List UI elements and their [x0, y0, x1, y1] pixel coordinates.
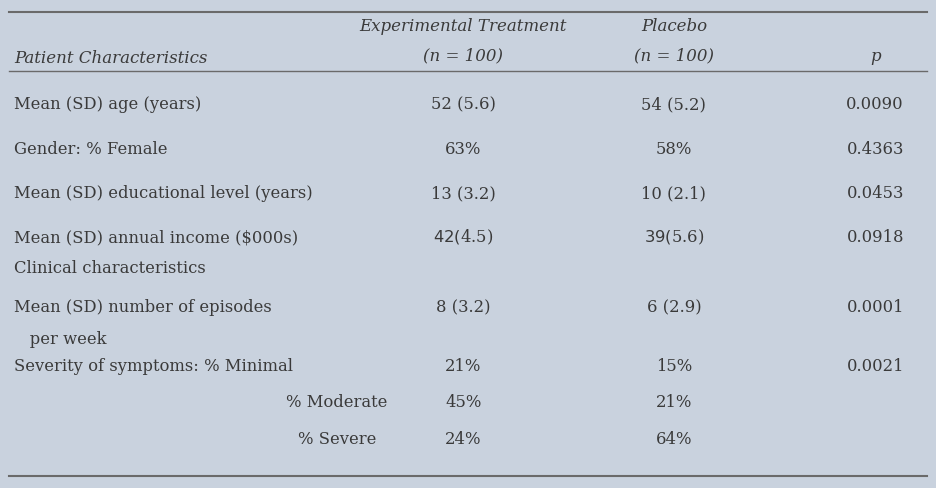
Text: 0.0001: 0.0001	[846, 299, 904, 316]
Text: Mean (SD) number of episodes: Mean (SD) number of episodes	[14, 299, 271, 316]
Text: 15%: 15%	[656, 359, 692, 375]
Text: 58%: 58%	[656, 142, 692, 158]
Text: 63%: 63%	[446, 142, 481, 158]
Text: 8 (3.2): 8 (3.2)	[436, 299, 490, 316]
Text: 13 (3.2): 13 (3.2)	[431, 185, 496, 202]
Text: 54 (5.2): 54 (5.2)	[641, 97, 707, 113]
Text: $39 ($5.6): $39 ($5.6)	[644, 228, 704, 247]
Text: 0.0090: 0.0090	[846, 97, 904, 113]
Text: 21%: 21%	[656, 394, 692, 411]
Text: 24%: 24%	[446, 431, 481, 447]
Text: 45%: 45%	[446, 394, 481, 411]
Text: 6 (2.9): 6 (2.9)	[647, 299, 701, 316]
Text: Placebo: Placebo	[641, 19, 707, 35]
Text: 0.0021: 0.0021	[846, 359, 904, 375]
Text: Mean (SD) annual income ($000s): Mean (SD) annual income ($000s)	[14, 229, 299, 246]
Text: $42 ($4.5): $42 ($4.5)	[433, 228, 493, 247]
Text: % Severe: % Severe	[298, 431, 376, 447]
Text: 0.4363: 0.4363	[846, 142, 904, 158]
Text: p: p	[870, 48, 881, 64]
Text: (n = 100): (n = 100)	[423, 48, 504, 64]
Text: (n = 100): (n = 100)	[634, 48, 714, 64]
Text: % Moderate: % Moderate	[286, 394, 388, 411]
Text: Mean (SD) educational level (years): Mean (SD) educational level (years)	[14, 185, 313, 202]
Text: 10 (2.1): 10 (2.1)	[641, 185, 707, 202]
Text: Gender: % Female: Gender: % Female	[14, 142, 168, 158]
Text: 0.0453: 0.0453	[846, 185, 904, 202]
Text: 52 (5.6): 52 (5.6)	[431, 97, 496, 113]
Text: per week: per week	[14, 331, 107, 347]
Text: 0.0918: 0.0918	[846, 229, 904, 246]
Text: Clinical characteristics: Clinical characteristics	[14, 260, 206, 277]
Text: Experimental Treatment: Experimental Treatment	[359, 19, 567, 35]
Text: 21%: 21%	[446, 359, 481, 375]
Text: Severity of symptoms: % Minimal: Severity of symptoms: % Minimal	[14, 359, 293, 375]
Text: 64%: 64%	[656, 431, 692, 447]
Text: Mean (SD) age (years): Mean (SD) age (years)	[14, 97, 201, 113]
Text: Patient Characteristics: Patient Characteristics	[14, 50, 208, 67]
